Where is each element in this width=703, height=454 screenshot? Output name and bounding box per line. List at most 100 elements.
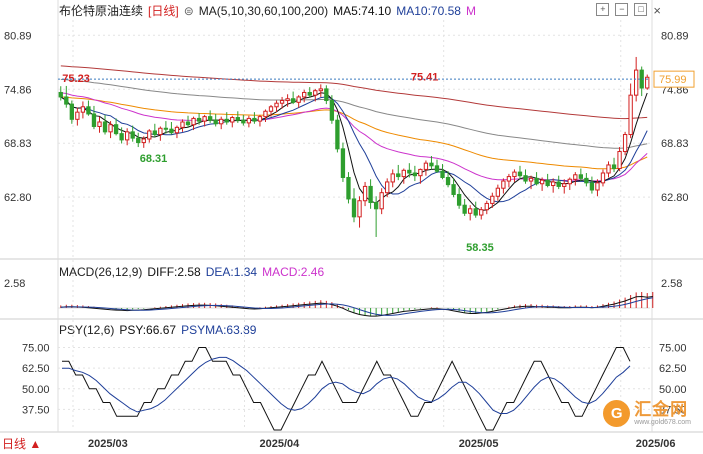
candle [124,128,130,146]
candle-body [136,137,141,144]
period-tag[interactable]: [日线] [148,4,179,18]
y-tick-left: 62.80 [4,192,32,204]
candle [335,114,340,153]
candle-body [556,181,561,187]
psyma-value: PSYMA:63.89 [181,323,257,337]
candle [401,168,406,184]
candle [97,116,102,133]
candle-body [169,128,174,134]
current-price-label: 75.99 [659,74,687,86]
macd-hist-value: MACD:2.46 [262,265,325,279]
candle-body [180,121,185,128]
candle-body [163,127,169,130]
candle-body [573,174,578,180]
candle-body [567,178,572,185]
candle [180,119,185,132]
candle-body [512,171,517,178]
candle-body [622,134,628,153]
current-price-box [653,70,695,88]
period-selector[interactable]: 日线 ▲ [2,437,42,451]
candle-body [501,180,506,189]
candle [506,173,512,188]
candle [539,177,545,191]
candle [429,156,434,170]
candle-body [324,88,329,102]
psy-tick-left: 37.50 [22,404,50,416]
candle [634,56,639,102]
candle-body [241,119,246,124]
candle-body [617,151,622,170]
candle [113,118,119,136]
candle [91,105,97,130]
candle-body [141,138,146,144]
x-tick-label: 2025/04 [260,438,301,450]
candle-body [346,176,351,200]
candle [86,100,91,116]
candle [340,142,346,182]
candle [207,110,213,123]
ma5-value: MA5:74.10 [333,4,392,18]
candle-body [130,131,135,139]
candle-body [451,184,456,195]
logo-url: www.gold678.com [634,418,691,426]
y-tick-left: 74.86 [4,84,32,96]
zoom-out-icon[interactable]: − [615,3,629,16]
main-chart-header: 布伦特原油连续 [日线] ⊜ MA(5,10,30,60,100,200) MA5:74… [59,4,481,18]
candle [290,91,296,105]
candle-body [528,177,534,182]
candle [185,115,191,128]
close-icon[interactable]: × [653,3,661,18]
candle-body [124,131,130,141]
candle-body [385,181,390,194]
candle [241,114,246,126]
candle [329,95,335,124]
ma-more-tag[interactable]: M [465,4,476,18]
extreme-label: 68.31 [140,153,168,165]
candle-body [407,169,412,174]
candle-body [108,124,113,133]
ma200-line [60,65,648,120]
psy-tick-left: 50.00 [22,384,50,396]
candle [196,113,202,125]
candle [606,161,611,178]
candle-body [490,195,495,204]
candle-body [113,124,119,135]
candle-body [589,182,595,191]
candle [202,114,207,127]
candle-body [213,119,218,125]
candle-body [606,164,611,174]
candle-body [434,165,440,172]
candle [307,87,312,98]
candle-body [506,176,512,182]
candle [534,172,539,186]
candle [357,196,362,228]
candle [373,196,379,237]
collapse-icon[interactable]: □ [634,3,648,16]
candle-body [285,98,290,102]
psy-value: PSY:66.67 [119,323,177,337]
psy-line [62,347,631,431]
candle-body [484,202,489,211]
candle [368,179,373,209]
candle [600,169,606,187]
candle-body [219,118,224,125]
zoom-in-icon[interactable]: + [596,3,610,16]
candle-body [91,113,97,127]
candle-body [462,204,467,214]
extreme-label: 58.35 [466,242,494,254]
candle [523,169,528,184]
candle-body [318,88,323,92]
candle [108,121,113,139]
settings-icon[interactable]: ⊜ [183,4,194,18]
psy-tick-right: 37.50 [659,404,687,416]
logo-name: 汇金网 [634,399,689,419]
candle [495,184,501,201]
candle [639,66,644,97]
candle [462,198,467,216]
psy-tick-right: 75.00 [659,343,687,355]
candle [390,169,395,188]
candle [473,201,478,218]
candle [230,115,235,128]
macd-label: MACD(26,12,9) [59,265,143,279]
candle [224,112,229,125]
